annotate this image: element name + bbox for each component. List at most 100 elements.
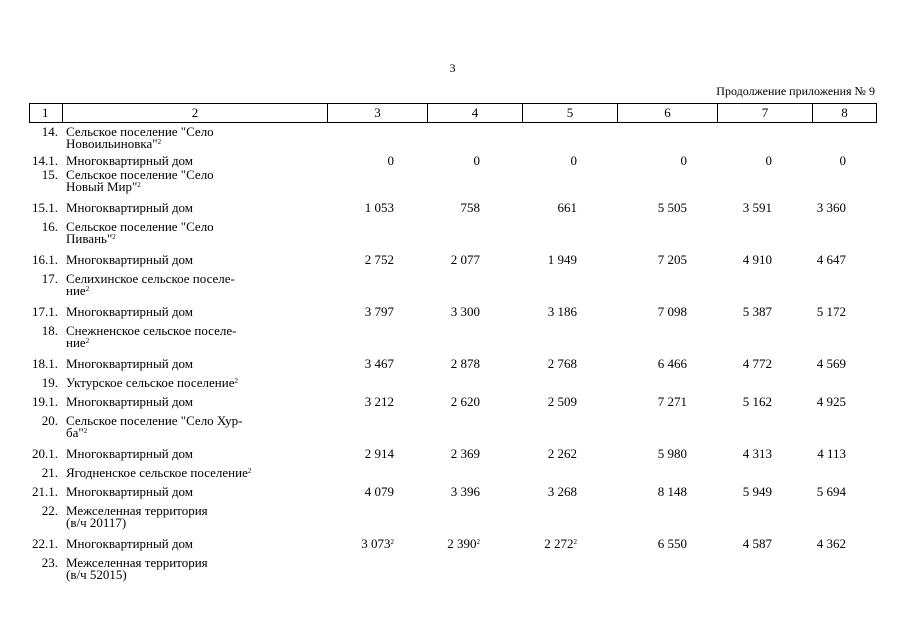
table-row: 15.1. Многоквартирный дом 1 053 758 661 5 505…: [29, 195, 876, 221]
cell-value: 3 396: [450, 484, 480, 499]
table-row: 21. Ягодненское сельское поселение2: [29, 465, 876, 480]
row-name-line: Многоквартирный дом: [66, 394, 194, 409]
value-cell: [617, 169, 717, 195]
value-cell: [617, 221, 717, 247]
value-cell: [717, 169, 812, 195]
value-cell: [617, 325, 717, 351]
cell-value: 4 079: [364, 484, 394, 499]
row-name: Селихинское сельское поселе-ние2: [62, 271, 327, 299]
value-cell: [327, 415, 427, 441]
value-cell: [327, 467, 427, 479]
row-name-line: Межселенная территория: [66, 503, 208, 518]
value-cell: 5 162: [717, 389, 812, 415]
table-row: 17.1. Многоквартирный дом 3 797 3 300 3 186 7…: [29, 299, 876, 325]
value-cell: [812, 126, 876, 152]
cell-value: 0: [680, 152, 688, 168]
value-cell: [812, 377, 876, 389]
row-number: 21.: [41, 465, 58, 480]
value-cell: 3 360: [812, 195, 876, 221]
footnote-marker: 2: [573, 538, 578, 546]
value-cell: 6 466: [617, 351, 717, 377]
row-name: Многоквартирный дом: [62, 479, 327, 505]
cell-value: 7 205: [657, 252, 687, 267]
cell-value: 2 752: [364, 252, 394, 267]
row-name-line: Сельское поселение "Село Хур-: [66, 413, 243, 428]
cell-value: 2 262: [547, 446, 577, 461]
row-number: 15.: [41, 167, 58, 182]
value-cell: 0: [717, 152, 812, 169]
cell-value: 6 550: [657, 536, 687, 551]
row-name: Сельское поселение "Село Новоильиновка"2: [62, 125, 327, 152]
value-cell: 7 098: [617, 299, 717, 325]
value-cell: [717, 415, 812, 441]
row-number: 18.1.: [32, 356, 58, 371]
value-cell: [617, 557, 717, 583]
cell-value: 4 569: [816, 356, 846, 371]
row-name-line: Многоквартирный дом: [66, 446, 194, 461]
value-cell: [522, 377, 617, 389]
row-number: 22.1.: [32, 536, 58, 551]
row-number: 17.1.: [32, 304, 58, 319]
value-cell: [427, 169, 522, 195]
row-number: 16.1.: [32, 252, 58, 267]
row-name-line: Многоквартирный дом: [66, 356, 194, 371]
row-name: Многоквартирный дом: [62, 299, 327, 325]
value-cell: [327, 325, 427, 351]
column-header-row: 1 2 3 4 5 6 7 8: [29, 103, 877, 123]
value-cell: [427, 557, 522, 583]
value-cell: [327, 505, 427, 531]
value-cell: 4 569: [812, 351, 876, 377]
column-header: 1: [29, 103, 63, 123]
cell-value: 2 509: [547, 394, 577, 409]
value-cell: [427, 467, 522, 479]
page-number: 3: [449, 61, 456, 75]
column-header: 2: [62, 103, 328, 123]
cell-value: 3 186: [547, 304, 577, 319]
value-cell: [812, 505, 876, 531]
column-header: 8: [812, 103, 877, 123]
value-cell: [522, 126, 617, 152]
row-name-line: Снежненское сельское поселе-: [66, 323, 237, 338]
row-name: Межселенная территория (в/ч 20117): [62, 503, 327, 531]
row-name-line: Многоквартирный дом: [66, 304, 194, 319]
table-row: 23. Межселенная территория (в/ч 52015): [29, 556, 876, 583]
value-cell: [327, 557, 427, 583]
continuation-title: Продолжение приложения № 9: [716, 84, 875, 98]
cell-value: 2 077: [450, 252, 480, 267]
table-row: 19.1. Многоквартирный дом 3 212 2 620 2 509 7…: [29, 389, 876, 415]
value-cell: 4 910: [717, 247, 812, 273]
row-name-line: Сельское поселение "Село: [66, 219, 214, 234]
row-name: Многоквартирный дом: [62, 531, 327, 557]
table-row: 17. Селихинское сельское поселе-ние2: [29, 271, 876, 299]
footnote-marker: 2: [83, 427, 88, 435]
value-cell: [427, 126, 522, 152]
value-cell: [522, 169, 617, 195]
cell-value: 8 148: [657, 484, 687, 499]
value-cell: [427, 273, 522, 299]
value-cell: 3 212: [327, 389, 427, 415]
table-row: 21.1. Многоквартирный дом 4 079 3 396 3 268 8…: [29, 479, 876, 505]
value-cell: 8 148: [617, 479, 717, 505]
row-number: 16.: [41, 219, 58, 234]
table-row: 22. Межселенная территория (в/ч 20117): [29, 503, 876, 531]
row-name: Многоквартирный дом: [62, 247, 327, 273]
cell-value: 7 098: [657, 304, 687, 319]
row-number: 20.: [41, 413, 58, 428]
cell-value: 0: [473, 152, 481, 168]
cell-value: 2 369: [450, 446, 480, 461]
row-name-line: Селихинское сельское поселе-: [66, 271, 235, 286]
footnote-marker: 2: [234, 377, 238, 385]
cell-value: 2 272: [544, 536, 574, 551]
row-number: 14.: [41, 124, 58, 139]
footnote-marker: 2: [112, 233, 116, 241]
cell-value: 6 466: [657, 356, 687, 371]
table-row: 19. Уктурское сельское поселение2: [29, 376, 876, 389]
row-name: Межселенная территория (в/ч 52015): [62, 556, 327, 583]
value-cell: [617, 377, 717, 389]
row-number: 14.1.: [32, 152, 58, 168]
row-number: 21.1.: [32, 484, 58, 499]
value-cell: [427, 325, 522, 351]
row-name-line: Новый Мир": [66, 179, 138, 194]
cell-value: 0: [839, 152, 847, 168]
value-cell: 3 591: [717, 195, 812, 221]
